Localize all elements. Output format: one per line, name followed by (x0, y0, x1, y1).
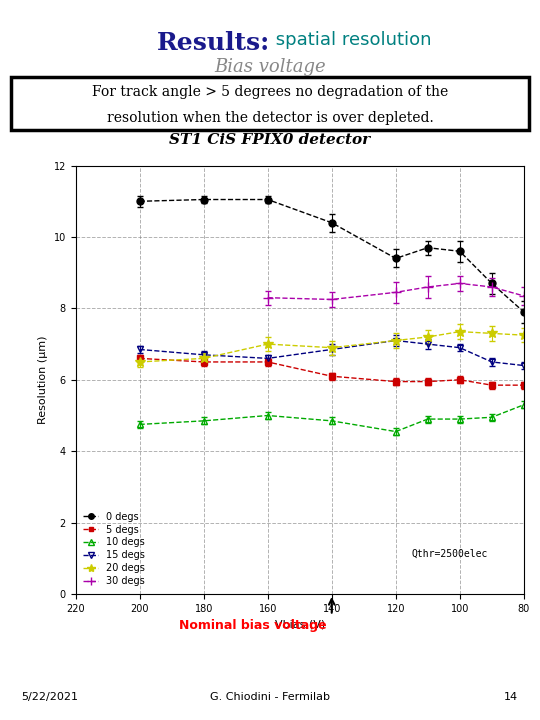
Y-axis label: Resolution (μm): Resolution (μm) (38, 336, 48, 424)
Text: spatial resolution: spatial resolution (270, 31, 431, 49)
Text: resolution when the detector is over depleted.: resolution when the detector is over dep… (106, 111, 434, 125)
Text: G. Chiodini - Fermilab: G. Chiodini - Fermilab (210, 692, 330, 702)
Text: 14: 14 (504, 692, 518, 702)
Text: Bias voltage: Bias voltage (214, 58, 326, 76)
Text: Nominal bias voltage: Nominal bias voltage (179, 619, 326, 632)
Legend: 0 degs, 5 degs, 10 degs, 15 degs, 20 degs, 30 degs: 0 degs, 5 degs, 10 degs, 15 degs, 20 deg… (80, 509, 147, 589)
Text: For track angle > 5 degrees no degradation of the: For track angle > 5 degrees no degradati… (92, 85, 448, 99)
Text: Qthr=2500elec: Qthr=2500elec (412, 549, 488, 558)
Text: 5/22/2021: 5/22/2021 (22, 692, 79, 702)
X-axis label: Vbias (V): Vbias (V) (274, 619, 325, 629)
Text: ST1 CiS FPIX0 detector: ST1 CiS FPIX0 detector (170, 133, 370, 147)
Text: Results:: Results: (157, 31, 270, 55)
